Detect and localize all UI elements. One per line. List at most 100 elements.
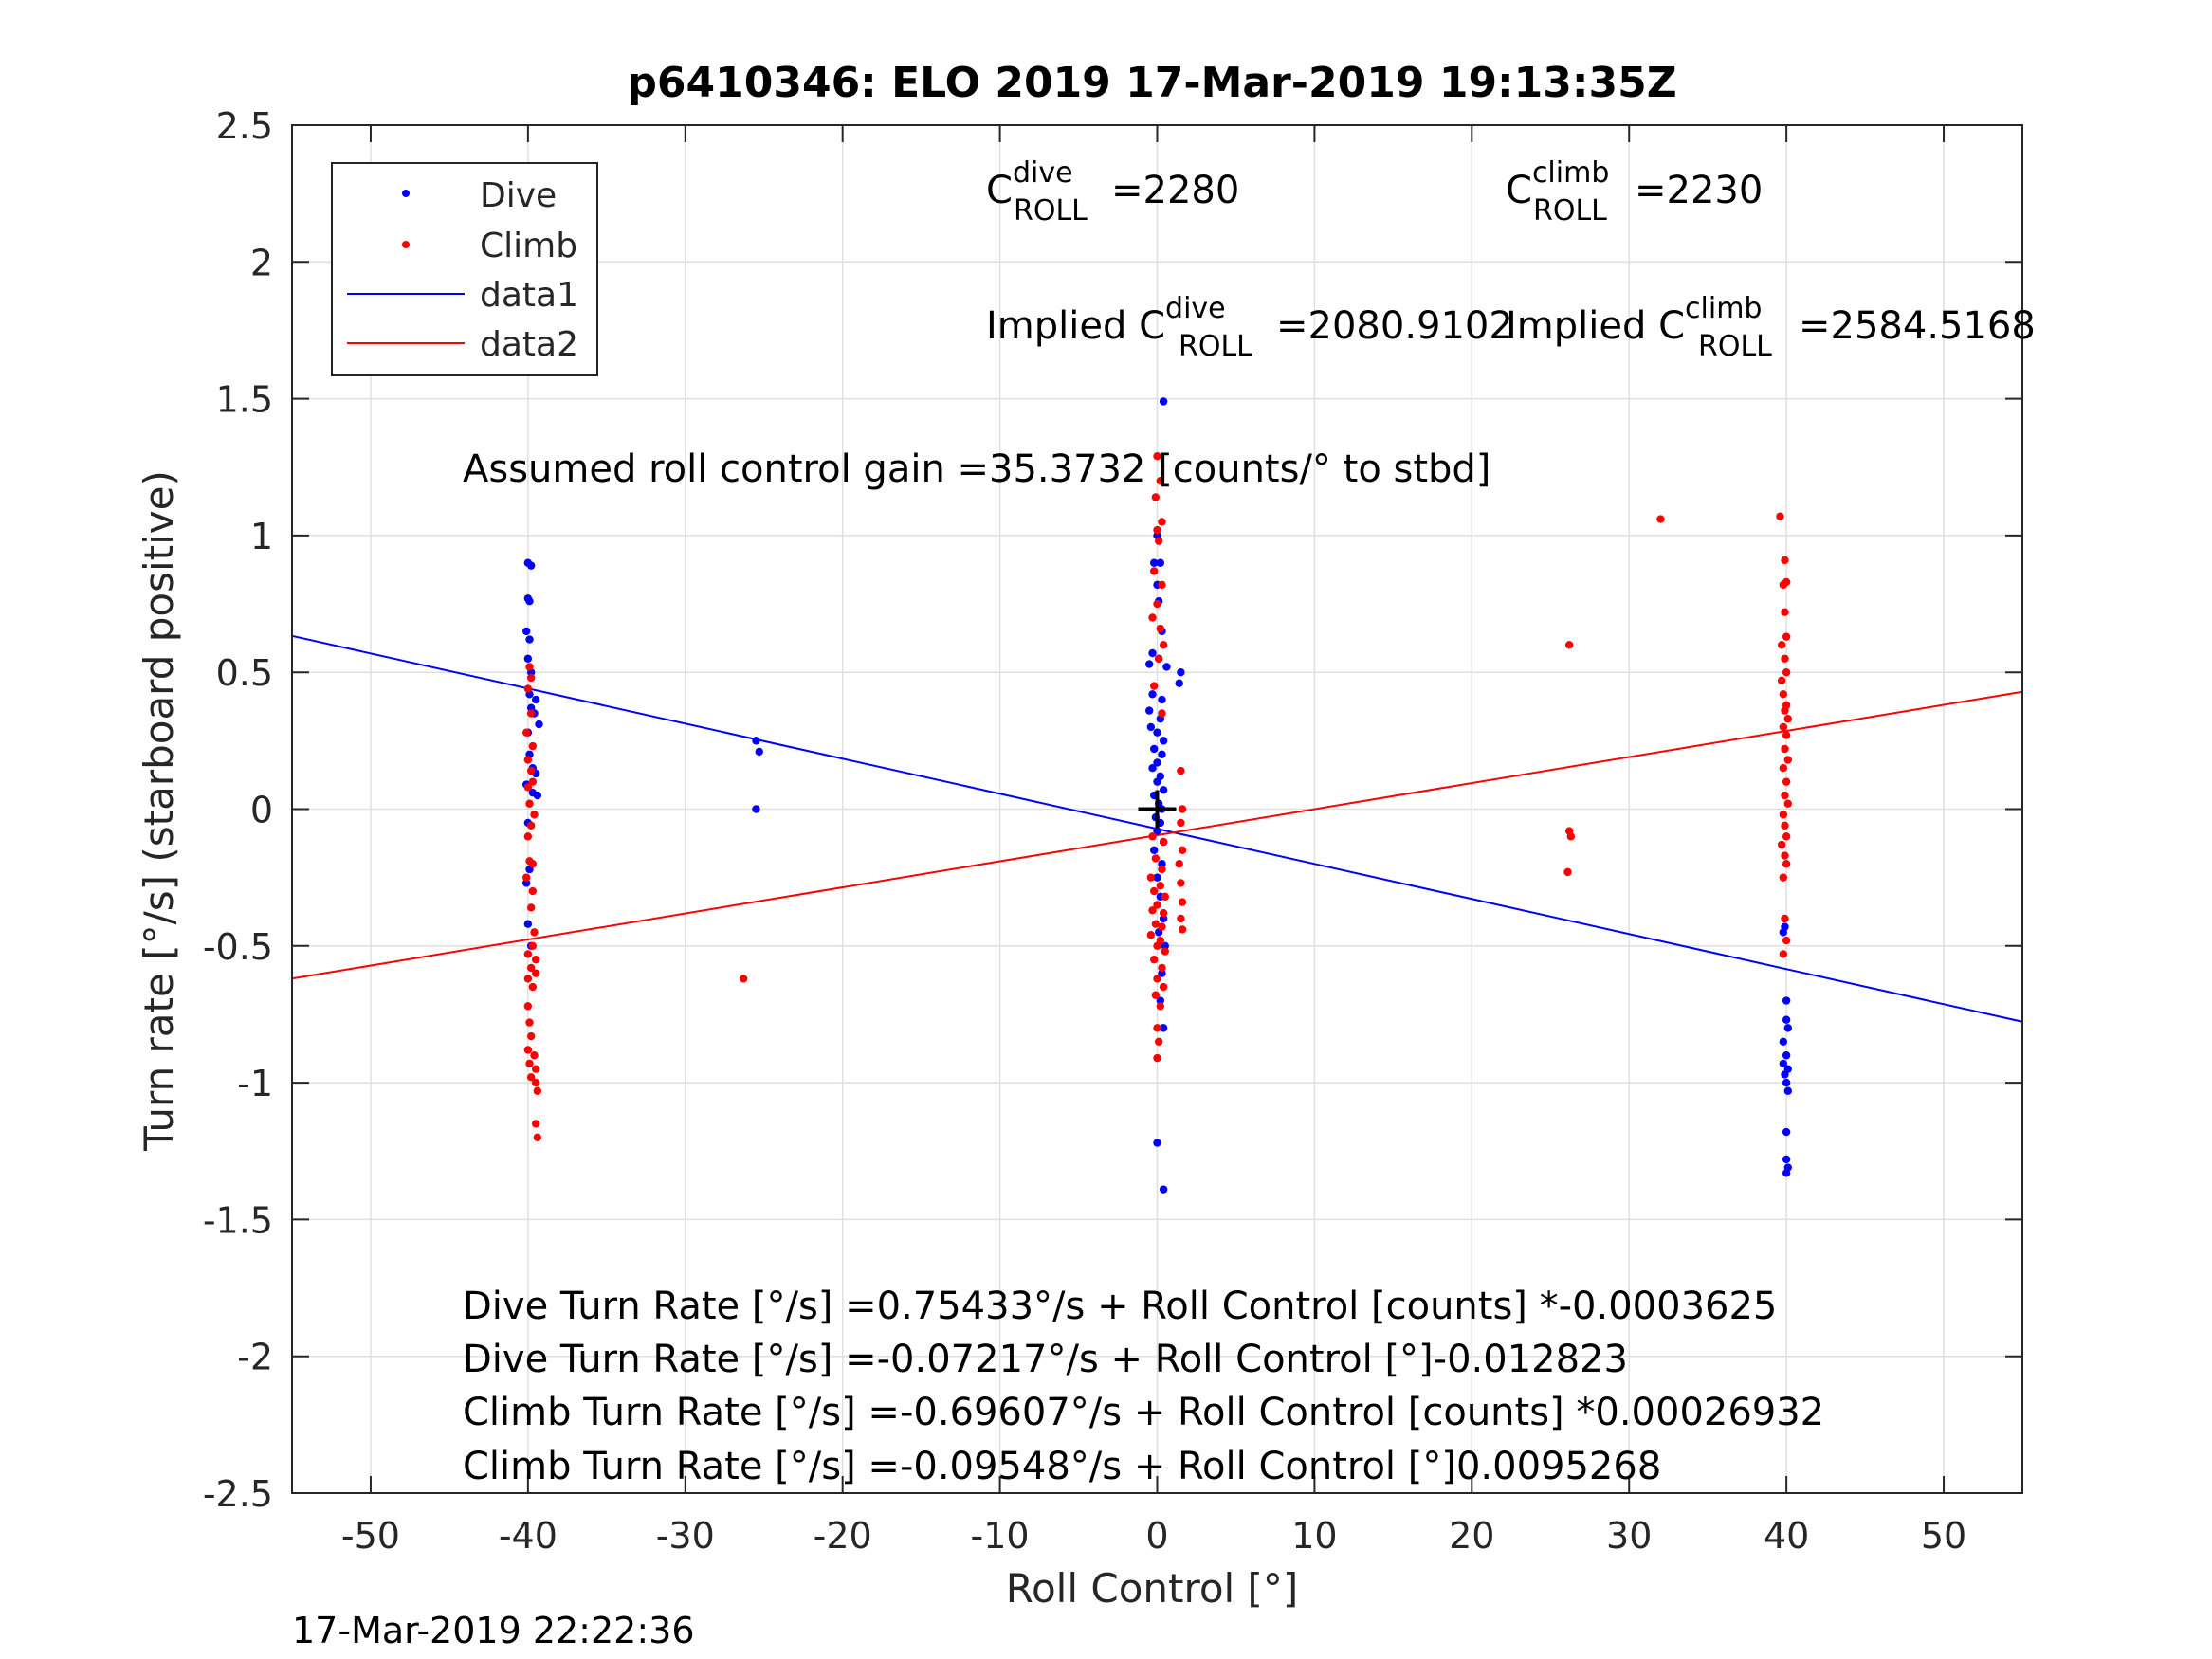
climb-point <box>522 728 531 737</box>
dive-point <box>1159 786 1168 794</box>
climb-point <box>1149 567 1159 575</box>
dive-point <box>533 791 542 800</box>
climb-point <box>1776 512 1784 520</box>
implied-c-roll-dive-value: =2080.9102 <box>1276 304 1513 348</box>
climb-point <box>1777 641 1786 649</box>
dive-point <box>522 627 531 636</box>
legend-data2-label: data2 <box>480 325 578 364</box>
implied-c-roll-climb-annotation: Implied Cclimb ROLL =2584.5168 <box>1506 292 2036 363</box>
c-roll-climb-sub: ROLL <box>1533 194 1607 228</box>
dive-point <box>1153 827 1161 835</box>
c-roll-dive-base: C <box>986 169 1013 212</box>
climb-point <box>1566 832 1576 841</box>
dive-point <box>1153 728 1161 737</box>
climb-point <box>533 1133 542 1142</box>
climb-point <box>1777 840 1786 849</box>
x-tick-label: 10 <box>1291 1515 1337 1557</box>
y-tick-label: 2.5 <box>216 105 273 147</box>
climb-point <box>1781 706 1789 715</box>
climb-point <box>1146 873 1156 882</box>
climb-point <box>1178 925 1187 934</box>
y-tick-labels: -2.5 -2 -1.5 -1 -0.5 0 0.5 1 1.5 2 2.5 <box>203 105 273 1515</box>
implied-c-roll-climb-sub: ROLL <box>1698 330 1772 363</box>
c-roll-dive-annotation: Cdive ROLL =2280 <box>986 156 1239 228</box>
climb-point <box>1781 608 1789 616</box>
climb-point <box>1177 914 1185 923</box>
dive-point <box>1148 648 1157 658</box>
climb-degrees-equation: Climb Turn Rate [°/s] =-0.09548°/s + Rol… <box>463 1445 1661 1488</box>
climb-point <box>1779 722 1788 732</box>
chart-title: p6410346: ELO 2019 17-Mar-2019 19:13:35Z <box>627 59 1676 107</box>
climb-point <box>1156 1002 1165 1011</box>
x-tick-label: -10 <box>971 1515 1030 1557</box>
climb-point <box>523 1046 533 1054</box>
y-tick-label: 1 <box>250 516 273 557</box>
climb-point <box>530 811 539 819</box>
dive-point <box>1153 758 1161 767</box>
climb-point <box>1148 906 1157 915</box>
climb-point <box>1782 668 1791 677</box>
x-tick-label: 40 <box>1764 1515 1809 1557</box>
legend-box <box>331 162 598 376</box>
dive-point <box>1783 1086 1792 1095</box>
climb-point <box>1783 756 1792 764</box>
climb-point <box>1158 963 1166 973</box>
y-tick-label: 0.5 <box>216 652 273 694</box>
x-tick-label: -30 <box>656 1515 715 1557</box>
c-roll-dive-sub: ROLL <box>1014 194 1088 228</box>
legend-dive-marker <box>402 190 410 197</box>
climb-point <box>523 756 533 764</box>
climb-point <box>1149 956 1159 964</box>
climb-point <box>523 1002 533 1011</box>
dive-point <box>1782 1051 1791 1060</box>
c-roll-dive-value: =2280 <box>1111 169 1239 212</box>
climb-point <box>530 928 539 937</box>
climb-point <box>1178 898 1187 906</box>
climb-point <box>525 1059 534 1068</box>
dive-point <box>525 596 534 606</box>
implied-c-roll-dive-annotation: Implied Cdive ROLL =2080.9102 <box>986 292 1513 363</box>
climb-point <box>1779 690 1788 699</box>
fit-line-data2 <box>291 690 2023 980</box>
c-roll-climb-sup: climb <box>1532 156 1609 190</box>
climb-point <box>1781 851 1789 860</box>
climb-point <box>1161 947 1169 956</box>
dive-point <box>523 920 533 928</box>
implied-c-roll-dive-prefix: Implied C <box>986 304 1165 348</box>
dive-point <box>1153 1139 1161 1147</box>
climb-point <box>1159 908 1168 918</box>
climb-point <box>1149 886 1159 896</box>
dive-point <box>1161 941 1169 950</box>
climb-counts-equation: Climb Turn Rate [°/s] =-0.69607°/s + Rol… <box>463 1391 1824 1434</box>
dive-point <box>1158 695 1166 704</box>
climb-point <box>1782 731 1791 739</box>
gain-annotation: Assumed roll control gain =35.3732 [coun… <box>463 447 1490 491</box>
climb-point <box>530 1051 539 1060</box>
climb-point <box>1158 709 1166 718</box>
climb-point <box>523 950 533 958</box>
x-tick-labels: -50 -40 -30 -20 -10 0 10 20 30 40 50 <box>341 1515 1966 1557</box>
climb-point <box>1158 865 1166 874</box>
climb-point <box>739 975 748 983</box>
timestamp: 17-Mar-2019 22:22:36 <box>292 1610 695 1651</box>
climb-point <box>1783 715 1792 723</box>
climb-point <box>528 941 538 950</box>
climb-point <box>1151 991 1161 999</box>
dive-point <box>755 747 763 757</box>
dive-point <box>1782 1078 1791 1087</box>
dive-point <box>1159 737 1168 745</box>
legend-climb-marker <box>402 241 410 248</box>
climb-point <box>528 741 538 751</box>
dive-point <box>1149 744 1159 754</box>
climb-point <box>1148 832 1157 841</box>
dive-point <box>1159 1024 1168 1032</box>
climb-point <box>1782 832 1791 841</box>
climb-point <box>526 963 536 973</box>
climb-point <box>1177 879 1185 887</box>
dive-point <box>1782 996 1791 1005</box>
climb-point <box>1177 818 1185 828</box>
climb-point <box>1151 493 1161 501</box>
dive-point <box>1782 1155 1791 1164</box>
climb-point <box>528 777 538 786</box>
climb-point <box>526 709 536 718</box>
